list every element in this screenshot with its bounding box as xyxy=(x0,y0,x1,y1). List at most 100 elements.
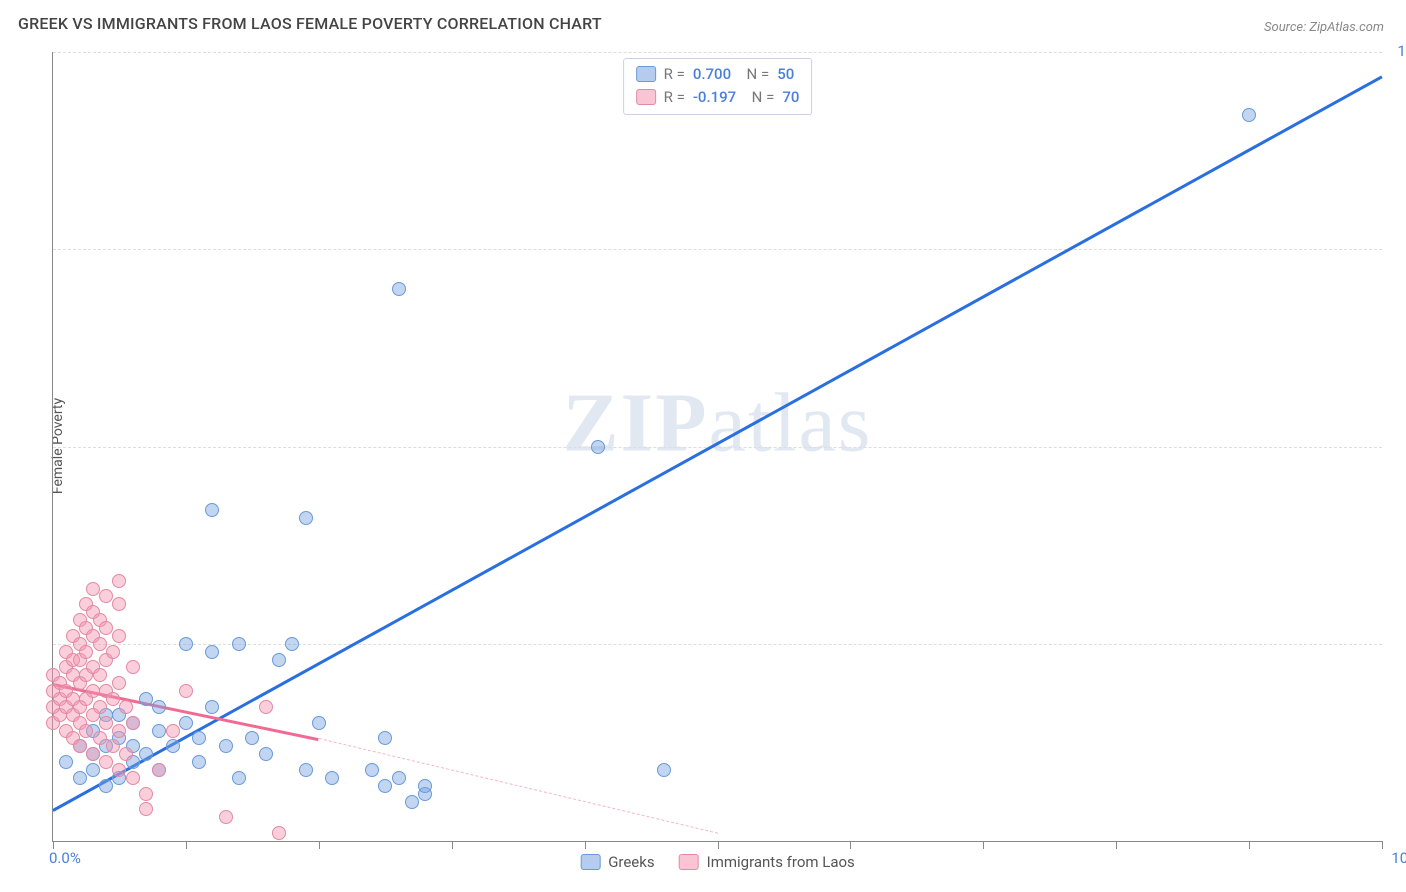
data-point-laos xyxy=(166,724,180,738)
trendline-greeks xyxy=(52,76,1382,812)
data-point-laos xyxy=(106,692,120,706)
legend-label-greeks: Greeks xyxy=(608,853,654,871)
data-point-greeks xyxy=(99,779,113,793)
data-point-greeks xyxy=(657,763,671,777)
data-point-greeks xyxy=(591,440,605,454)
data-point-laos xyxy=(112,629,126,643)
x-tick xyxy=(983,841,984,849)
x-tick xyxy=(319,841,320,849)
data-point-laos xyxy=(126,660,140,674)
gridline xyxy=(53,52,1382,53)
data-point-laos xyxy=(93,668,107,682)
data-point-laos xyxy=(86,684,100,698)
data-point-greeks xyxy=(392,282,406,296)
data-point-laos xyxy=(93,637,107,651)
data-point-greeks xyxy=(152,724,166,738)
data-point-laos xyxy=(119,747,133,761)
data-point-greeks xyxy=(139,692,153,706)
x-tick xyxy=(1382,841,1383,849)
data-point-laos xyxy=(126,771,140,785)
data-point-laos xyxy=(126,716,140,730)
n-label: N = xyxy=(739,63,769,85)
r-value-greeks: 0.700 xyxy=(693,63,731,85)
r-label: R = xyxy=(664,63,685,85)
data-point-laos xyxy=(79,724,93,738)
data-point-greeks xyxy=(285,637,299,651)
data-point-laos xyxy=(99,621,113,635)
data-point-greeks xyxy=(139,747,153,761)
data-point-greeks xyxy=(392,771,406,785)
legend-item-greeks: Greeks xyxy=(580,853,654,871)
x-tick-label-left: 0.0% xyxy=(49,849,81,867)
data-point-greeks xyxy=(405,795,419,809)
data-point-laos xyxy=(106,645,120,659)
x-tick xyxy=(585,841,586,849)
correlation-row-laos: R = -0.197 N = 70 xyxy=(636,86,800,108)
data-point-greeks xyxy=(152,700,166,714)
data-point-greeks xyxy=(86,763,100,777)
data-point-greeks xyxy=(312,716,326,730)
r-label: R = xyxy=(664,86,685,108)
data-point-greeks xyxy=(245,731,259,745)
data-point-greeks xyxy=(299,511,313,525)
data-point-greeks xyxy=(205,503,219,517)
data-point-laos xyxy=(112,676,126,690)
source-attribution: Source: ZipAtlas.com xyxy=(1264,20,1384,35)
data-point-laos xyxy=(93,700,107,714)
data-point-greeks xyxy=(378,779,392,793)
swatch-greeks xyxy=(636,66,656,82)
n-label: N = xyxy=(744,86,774,108)
data-point-greeks xyxy=(232,771,246,785)
data-point-laos xyxy=(93,731,107,745)
data-point-greeks xyxy=(1242,108,1256,122)
data-point-greeks xyxy=(166,739,180,753)
data-point-laos xyxy=(119,700,133,714)
x-tick xyxy=(850,841,851,849)
data-point-greeks xyxy=(192,731,206,745)
swatch-laos xyxy=(679,854,699,870)
data-point-greeks xyxy=(219,739,233,753)
data-point-greeks xyxy=(205,700,219,714)
data-point-greeks xyxy=(299,763,313,777)
n-value-laos: 70 xyxy=(782,86,799,108)
data-point-laos xyxy=(179,684,193,698)
data-point-greeks xyxy=(378,731,392,745)
x-tick xyxy=(1116,841,1117,849)
data-point-laos xyxy=(86,747,100,761)
swatch-greeks xyxy=(580,854,600,870)
data-point-laos xyxy=(99,755,113,769)
x-tick xyxy=(452,841,453,849)
data-point-laos xyxy=(139,787,153,801)
chart-title: GREEK VS IMMIGRANTS FROM LAOS FEMALE POV… xyxy=(18,14,602,33)
data-point-laos xyxy=(112,763,126,777)
data-point-laos xyxy=(112,574,126,588)
data-point-laos xyxy=(112,597,126,611)
data-point-greeks xyxy=(232,637,246,651)
data-point-greeks xyxy=(179,637,193,651)
data-point-greeks xyxy=(73,771,87,785)
data-point-laos xyxy=(139,802,153,816)
legend-label-laos: Immigrants from Laos xyxy=(707,853,855,871)
data-point-greeks xyxy=(192,755,206,769)
r-value-laos: -0.197 xyxy=(693,86,736,108)
n-value-greeks: 50 xyxy=(777,63,794,85)
data-point-greeks xyxy=(272,653,286,667)
data-point-laos xyxy=(259,700,273,714)
correlation-row-greeks: R = 0.700 N = 50 xyxy=(636,63,800,85)
data-point-laos xyxy=(272,826,286,840)
x-tick-label-right: 100.0% xyxy=(1391,849,1406,867)
scatter-plot-area: ZIPatlas R = 0.700 N = 50 R = -0.197 N =… xyxy=(52,52,1382,842)
data-point-greeks xyxy=(365,763,379,777)
data-point-laos xyxy=(99,716,113,730)
data-point-greeks xyxy=(418,779,432,793)
data-point-laos xyxy=(99,589,113,603)
x-tick xyxy=(53,841,54,849)
data-point-laos xyxy=(79,645,93,659)
data-point-laos xyxy=(73,739,87,753)
data-point-greeks xyxy=(259,747,273,761)
gridline xyxy=(53,447,1382,448)
data-point-greeks xyxy=(179,716,193,730)
x-tick xyxy=(1249,841,1250,849)
x-tick xyxy=(186,841,187,849)
data-point-greeks xyxy=(325,771,339,785)
